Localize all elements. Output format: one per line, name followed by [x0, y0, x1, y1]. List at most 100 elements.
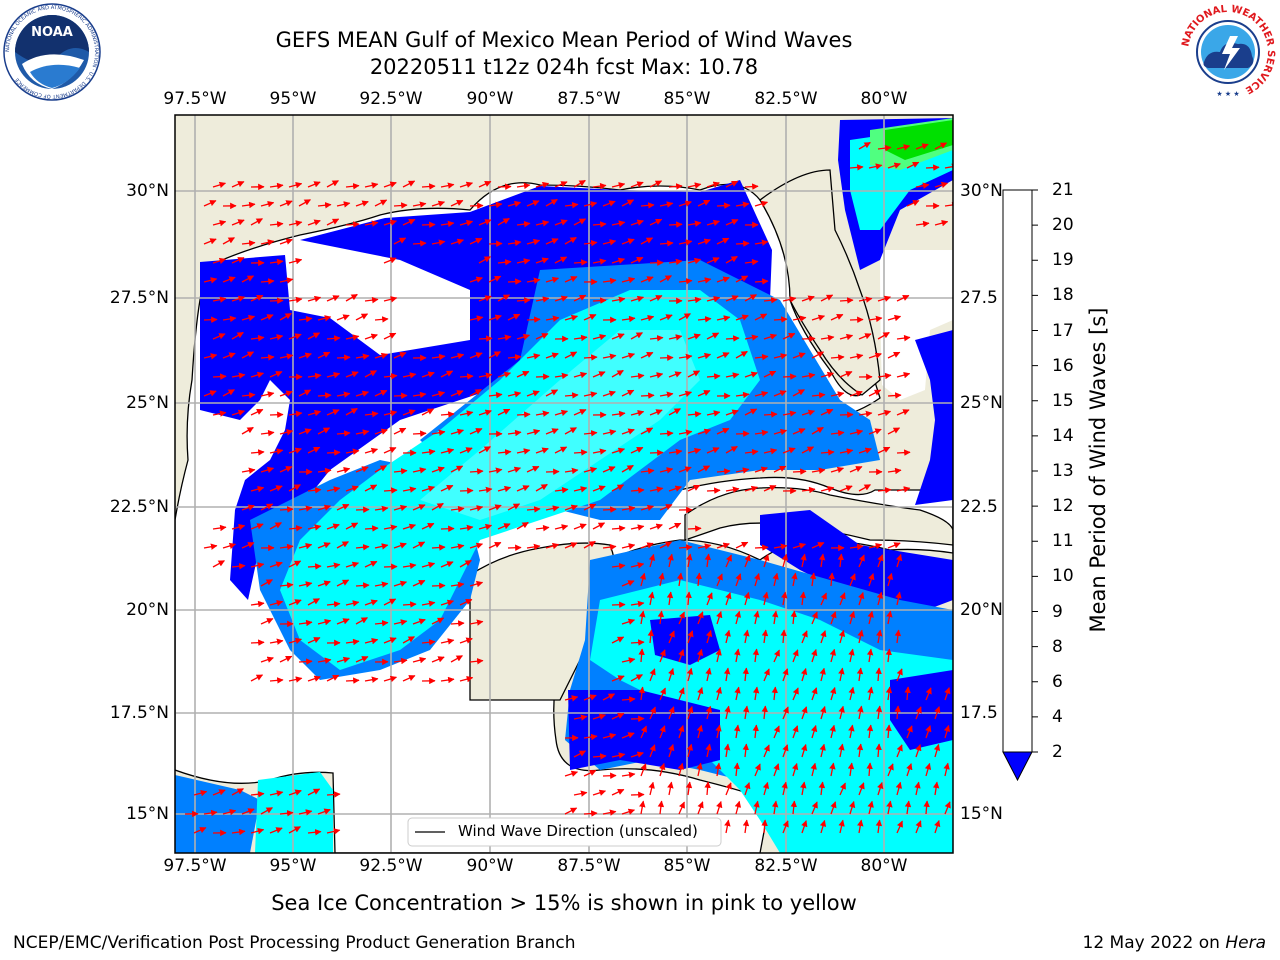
wind-wave-arrow	[866, 648, 874, 663]
wind-wave-arrow	[630, 219, 644, 226]
wind-wave-arrow	[535, 447, 549, 454]
wind-wave-arrow	[459, 447, 473, 454]
wind-wave-arrow	[761, 629, 769, 644]
wind-wave-arrow	[193, 789, 208, 797]
wind-wave-arrow	[896, 744, 903, 758]
wind-wave-arrow	[659, 240, 674, 247]
wind-wave-arrow	[818, 781, 826, 796]
wind-wave-arrow	[336, 618, 350, 625]
wind-wave-arrow	[383, 637, 397, 644]
wind-wave-arrow	[640, 467, 655, 475]
wind-wave-arrow	[573, 714, 588, 721]
wind-wave-arrow	[706, 332, 720, 340]
wind-wave-arrow	[545, 505, 560, 512]
wind-wave-arrow	[867, 610, 874, 625]
wind-wave-arrow	[250, 218, 263, 226]
wind-wave-arrow	[345, 448, 360, 455]
wind-wave-arrow	[887, 763, 894, 777]
wind-wave-arrow	[686, 553, 693, 568]
wind-wave-arrow	[801, 630, 808, 644]
wind-wave-arrow	[715, 648, 722, 663]
wind-wave-arrow	[811, 467, 826, 474]
wind-wave-arrow	[838, 819, 845, 834]
wind-wave-arrow	[545, 468, 560, 475]
wind-wave-arrow	[848, 800, 856, 815]
wind-wave-arrow	[697, 686, 704, 701]
wind-wave-arrow	[763, 333, 778, 340]
wind-wave-arrow	[269, 221, 284, 228]
wind-wave-arrow	[773, 725, 780, 739]
wind-wave-arrow	[573, 486, 588, 493]
wind-wave-arrow	[762, 591, 769, 606]
wind-wave-arrow	[687, 296, 702, 304]
wind-wave-arrow	[830, 611, 837, 625]
wind-wave-arrow	[592, 221, 607, 228]
wind-wave-arrow	[516, 370, 530, 378]
wind-wave-arrow	[450, 428, 465, 436]
wind-wave-arrow	[469, 237, 483, 245]
wind-wave-arrow	[848, 686, 855, 701]
wind-wave-arrow	[355, 200, 369, 207]
wind-wave-arrow	[896, 409, 910, 416]
wind-wave-arrow	[830, 391, 845, 398]
wind-wave-arrow	[326, 674, 340, 682]
wind-wave-arrow	[640, 504, 655, 512]
wind-wave-arrow	[706, 295, 721, 303]
wind-wave-arrow	[212, 333, 226, 340]
wind-wave-arrow	[564, 504, 578, 511]
wind-wave-arrow	[469, 388, 482, 397]
wind-wave-arrow	[307, 788, 321, 796]
wind-wave-arrow	[657, 800, 665, 815]
sea-ice-caption: Sea Ice Concentration > 15% is shown in …	[271, 891, 857, 915]
wind-wave-arrow	[706, 487, 721, 494]
wind-wave-arrow	[326, 791, 341, 798]
wind-wave-arrow	[611, 447, 626, 454]
wind-wave-arrow	[621, 428, 635, 435]
wind-wave-arrow	[478, 523, 493, 531]
wind-wave-arrow	[894, 705, 901, 720]
wind-wave-arrow	[678, 801, 685, 815]
wind-wave-arrow	[687, 484, 701, 492]
wind-wave-arrow	[697, 277, 712, 284]
wind-wave-arrow	[667, 781, 674, 796]
wind-wave-arrow	[231, 563, 246, 570]
wind-wave-arrow	[647, 629, 654, 644]
wind-wave-arrow	[830, 313, 844, 321]
wind-wave-arrow	[630, 487, 645, 494]
wind-wave-arrow	[602, 390, 616, 397]
wind-wave-arrow	[241, 392, 256, 399]
wind-wave-arrow	[621, 199, 635, 207]
wind-wave-arrow	[915, 220, 930, 228]
wind-wave-arrow	[611, 333, 625, 340]
wind-wave-arrow	[450, 505, 465, 513]
wind-wave-arrow	[535, 483, 548, 492]
colorbar	[1002, 189, 1038, 782]
wind-wave-arrow	[754, 466, 768, 473]
wind-wave-arrow	[402, 372, 417, 379]
wind-wave-arrow	[875, 667, 882, 682]
wind-wave-arrow	[592, 297, 607, 304]
wind-wave-arrow	[716, 202, 731, 209]
graticule	[175, 115, 953, 853]
lat-tick-right: 22.5	[960, 497, 998, 517]
wind-wave-arrow	[241, 467, 256, 474]
wind-wave-arrow	[658, 572, 665, 587]
wind-wave-arrow	[402, 218, 416, 226]
wind-wave-arrow	[782, 744, 789, 758]
wind-wave-arrow	[364, 182, 379, 189]
wind-wave-arrow	[478, 486, 493, 494]
wind-wave-arrow	[564, 807, 578, 815]
wind-wave-arrow	[724, 705, 731, 720]
wind-wave-arrow	[906, 161, 920, 169]
wind-wave-arrow	[678, 200, 692, 207]
wind-wave-arrow	[260, 579, 273, 587]
wind-wave-arrow	[696, 762, 703, 777]
wind-wave-arrow	[364, 560, 378, 568]
wind-wave-arrow	[564, 236, 577, 245]
wind-wave-arrow	[526, 428, 541, 436]
wind-wave-arrow	[212, 257, 227, 265]
wind-wave-arrow	[554, 295, 568, 302]
lat-tick-right: 20°N	[960, 600, 1003, 620]
wind-wave-arrow	[478, 256, 491, 264]
wind-wave-arrow	[753, 610, 760, 625]
